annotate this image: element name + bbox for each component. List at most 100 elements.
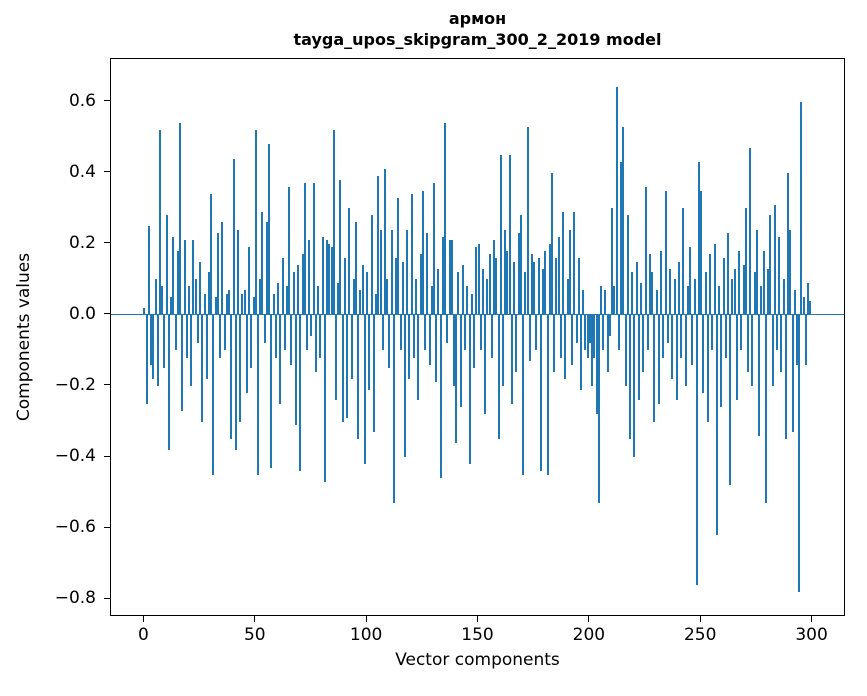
bar — [159, 130, 161, 315]
y-tick-mark — [104, 171, 110, 173]
bar — [372, 314, 375, 433]
bar — [461, 265, 464, 315]
bar — [542, 268, 545, 315]
bar — [551, 172, 553, 315]
bar — [653, 314, 656, 422]
bar — [624, 314, 627, 386]
bar — [539, 314, 542, 472]
bar — [381, 314, 384, 351]
bar — [493, 240, 496, 315]
bar — [212, 314, 215, 475]
bar — [720, 314, 723, 408]
bar — [753, 272, 756, 315]
bar — [363, 314, 366, 465]
bar — [294, 314, 297, 426]
bar — [216, 233, 219, 315]
bar — [747, 314, 749, 372]
bar — [183, 240, 186, 315]
y-tick-mark — [104, 100, 110, 102]
x-tick-mark — [254, 616, 256, 622]
y-tick-label: 0.4 — [68, 161, 96, 182]
bar — [568, 229, 571, 315]
bar — [577, 258, 580, 315]
y-tick-mark — [104, 597, 110, 599]
bar — [617, 314, 620, 351]
bar — [350, 314, 353, 379]
bar — [352, 279, 355, 315]
bar — [230, 314, 233, 440]
bar — [724, 314, 727, 358]
bar — [321, 236, 324, 315]
bar — [760, 286, 763, 315]
bar — [588, 314, 591, 344]
bar — [571, 314, 574, 365]
bar — [386, 279, 389, 315]
bar — [435, 314, 438, 383]
bar — [383, 169, 386, 315]
x-tick-label: 200 — [572, 625, 606, 645]
bar — [187, 286, 190, 315]
bar — [686, 286, 689, 315]
bar — [606, 314, 609, 372]
bar — [279, 314, 282, 404]
bar — [274, 314, 277, 358]
bar — [579, 314, 582, 390]
bar — [787, 172, 790, 315]
bar — [361, 265, 364, 315]
bar — [283, 314, 286, 351]
bar — [684, 314, 687, 386]
bar — [755, 229, 758, 315]
bar — [357, 314, 360, 440]
bar — [145, 314, 148, 404]
y-tick-mark — [104, 384, 110, 386]
bar-series — [111, 59, 844, 615]
bar — [738, 250, 741, 315]
bar — [677, 261, 680, 315]
bar — [199, 261, 202, 315]
bar — [390, 229, 393, 315]
bar — [337, 282, 340, 315]
y-tick-mark — [104, 242, 110, 244]
bar — [693, 279, 696, 315]
bar — [664, 190, 667, 315]
y-tick-mark — [104, 526, 110, 528]
bar — [628, 314, 631, 440]
bar — [265, 222, 268, 315]
bar — [404, 314, 406, 458]
bar — [722, 258, 725, 315]
bar — [310, 314, 313, 337]
bar — [504, 229, 507, 315]
bar — [575, 314, 578, 344]
bar — [312, 183, 315, 315]
bar — [700, 190, 703, 315]
bar — [733, 268, 736, 315]
bar — [804, 314, 807, 365]
bar — [143, 307, 146, 315]
x-tick-label: 300 — [795, 625, 828, 645]
bar — [408, 314, 411, 379]
bar — [201, 314, 204, 422]
bar — [591, 314, 594, 386]
bar — [802, 297, 805, 315]
bar — [170, 297, 173, 315]
bar — [397, 197, 400, 315]
bar — [392, 314, 395, 504]
bar — [691, 314, 694, 365]
bar — [595, 314, 598, 415]
y-tick-label: 0.6 — [68, 90, 96, 111]
bar — [254, 130, 257, 315]
bar — [323, 314, 326, 482]
bar — [642, 314, 645, 372]
bar — [488, 254, 491, 315]
bar — [715, 314, 718, 536]
bar — [326, 240, 329, 315]
bar — [332, 130, 335, 315]
bar — [640, 282, 643, 315]
bar — [339, 179, 342, 315]
bar — [192, 240, 195, 315]
bar — [791, 314, 794, 433]
bar — [288, 186, 291, 315]
x-tick-label: 50 — [243, 625, 266, 645]
bar — [530, 254, 533, 315]
bar — [713, 243, 716, 315]
